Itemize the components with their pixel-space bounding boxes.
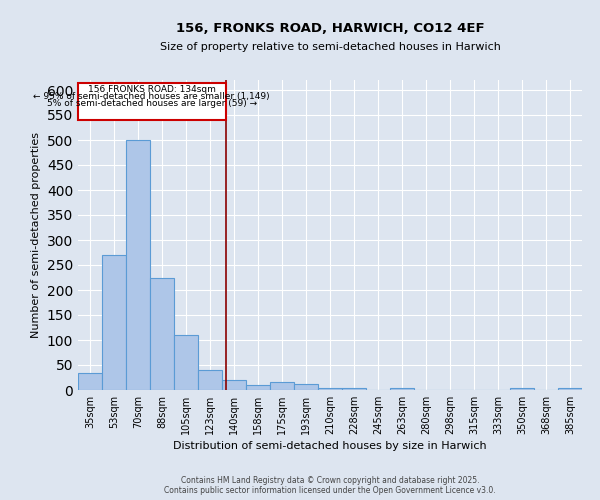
Bar xyxy=(558,388,582,390)
Bar xyxy=(510,388,534,390)
FancyBboxPatch shape xyxy=(78,82,226,120)
Text: 156, FRONKS ROAD, HARWICH, CO12 4EF: 156, FRONKS ROAD, HARWICH, CO12 4EF xyxy=(176,22,484,36)
Bar xyxy=(78,372,102,390)
Bar xyxy=(294,384,318,390)
Bar xyxy=(198,370,222,390)
Bar xyxy=(102,255,126,390)
Text: ← 95% of semi-detached houses are smaller (1,149): ← 95% of semi-detached houses are smalle… xyxy=(34,92,270,101)
Bar xyxy=(150,278,174,390)
Bar xyxy=(390,388,414,390)
Text: Contains HM Land Registry data © Crown copyright and database right 2025.
Contai: Contains HM Land Registry data © Crown c… xyxy=(164,476,496,495)
Text: 156 FRONKS ROAD: 134sqm: 156 FRONKS ROAD: 134sqm xyxy=(88,84,216,94)
Bar xyxy=(174,335,198,390)
Bar xyxy=(222,380,246,390)
Text: 5% of semi-detached houses are larger (59) →: 5% of semi-detached houses are larger (5… xyxy=(47,100,257,108)
Bar xyxy=(126,140,150,390)
X-axis label: Distribution of semi-detached houses by size in Harwich: Distribution of semi-detached houses by … xyxy=(173,441,487,451)
Y-axis label: Number of semi-detached properties: Number of semi-detached properties xyxy=(31,132,41,338)
Bar xyxy=(342,388,366,390)
Text: Size of property relative to semi-detached houses in Harwich: Size of property relative to semi-detach… xyxy=(160,42,500,52)
Bar xyxy=(246,385,270,390)
Bar xyxy=(318,388,342,390)
Bar xyxy=(270,382,294,390)
